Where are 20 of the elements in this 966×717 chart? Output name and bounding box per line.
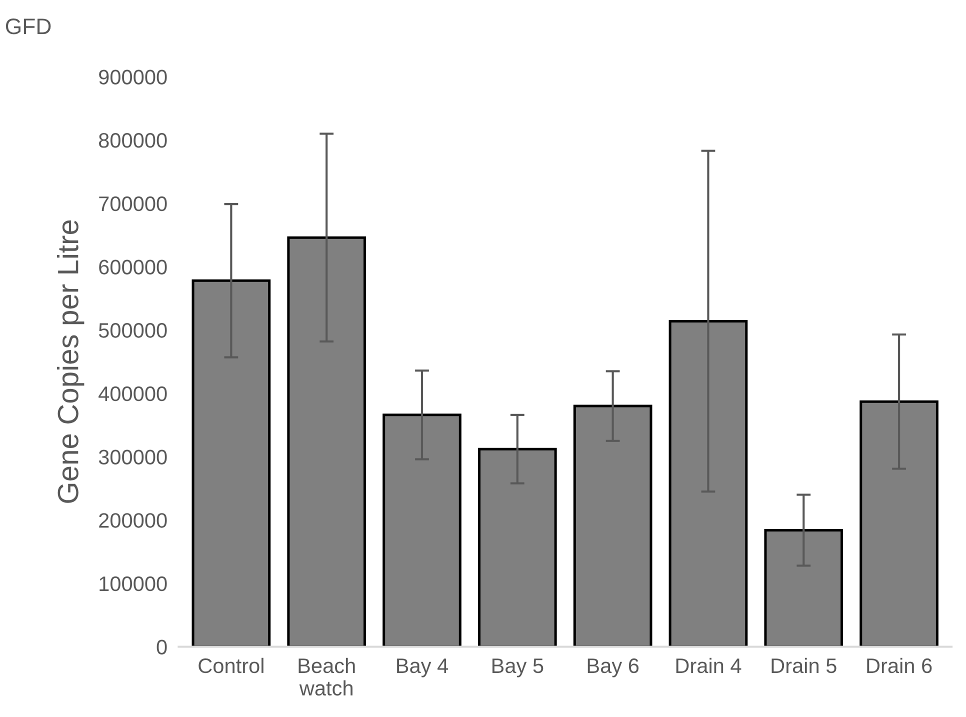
y-tick-label: 300000 — [98, 450, 167, 464]
x-tick-label: Drain 6 — [867, 658, 932, 674]
y-tick-label: 900000 — [99, 70, 167, 84]
x-tick-label: Bay 6 — [588, 658, 639, 678]
y-tick-label: 400000 — [98, 386, 167, 402]
y-tick-label: 200000 — [99, 513, 167, 528]
y-tick-label: 500000 — [98, 323, 167, 338]
x-tick-label: Beach watch — [298, 658, 355, 696]
y-tick-label: 800000 — [98, 133, 167, 148]
y-tick-label: 0 — [156, 640, 167, 654]
x-tick-label: Drain 4 — [676, 658, 742, 674]
x-tick-label: Control — [198, 658, 264, 674]
y-tick-label: 600000 — [99, 260, 167, 274]
y-tick-label: 100000 — [100, 576, 167, 592]
y-tick-label: 700000 — [99, 196, 167, 212]
x-tick-label: Bay 4 — [397, 658, 448, 678]
chart-title: GFD — [6, 18, 51, 34]
x-tick-label: Bay 5 — [492, 658, 544, 678]
y-axis-title: Gene Copies per Litre — [57, 220, 84, 503]
x-tick-label: Drain 5 — [772, 658, 836, 674]
